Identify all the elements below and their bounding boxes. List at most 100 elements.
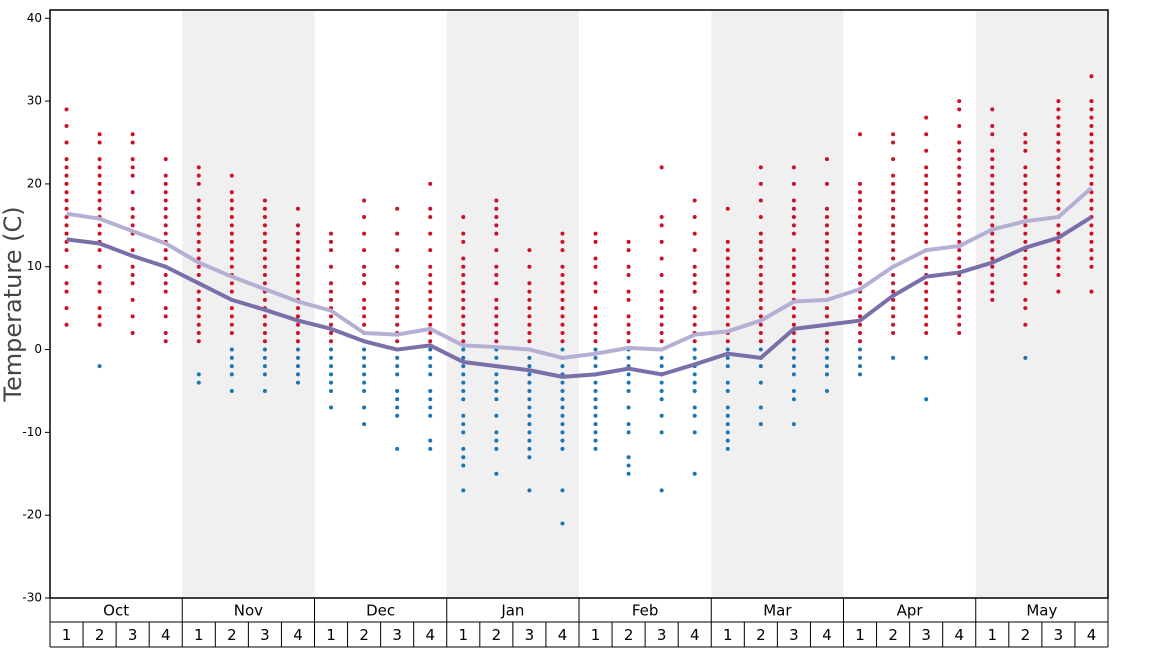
- temperature-dot: [229, 231, 234, 236]
- temperature-dot: [957, 330, 962, 335]
- temperature-dot: [924, 256, 929, 261]
- temperature-dot: [758, 364, 763, 369]
- temperature-dot: [1089, 206, 1094, 211]
- temperature-dot: [461, 446, 466, 451]
- temperature-dot: [560, 521, 565, 526]
- temperature-dot: [130, 157, 135, 162]
- temperature-dot: [824, 388, 829, 393]
- temperature-dot: [824, 281, 829, 286]
- temperature-dot: [858, 297, 863, 302]
- temperature-dot: [461, 297, 466, 302]
- temperature-dot: [1023, 223, 1028, 228]
- temperature-dot: [494, 339, 499, 344]
- temperature-dot: [957, 215, 962, 220]
- temperature-dot: [494, 273, 499, 278]
- temperature-dot: [97, 322, 102, 327]
- temperature-dot: [725, 239, 730, 244]
- temperature-dot: [262, 347, 267, 352]
- week-label: 4: [558, 626, 568, 644]
- temperature-dot: [560, 330, 565, 335]
- month-label: Oct: [103, 602, 129, 620]
- temperature-dot: [163, 173, 168, 178]
- temperature-dot: [659, 364, 664, 369]
- temperature-dot: [891, 181, 896, 186]
- temperature-dot: [957, 198, 962, 203]
- temperature-dot: [659, 488, 664, 493]
- temperature-dot: [560, 239, 565, 244]
- temperature-dot: [229, 248, 234, 253]
- week-label: 1: [326, 626, 336, 644]
- temperature-dot: [527, 438, 532, 443]
- temperature-dot: [560, 364, 565, 369]
- temperature-dot: [1056, 190, 1061, 195]
- temperature-dot: [527, 306, 532, 311]
- week-label: 1: [855, 626, 865, 644]
- week-label: 4: [161, 626, 171, 644]
- temperature-dot: [395, 248, 400, 253]
- y-tick-label: 10: [27, 259, 42, 273]
- temperature-dot: [1056, 107, 1061, 112]
- temperature-dot: [626, 248, 631, 253]
- temperature-dot: [196, 297, 201, 302]
- temperature-dot: [957, 256, 962, 261]
- temperature-dot: [97, 132, 102, 137]
- temperature-dot: [791, 314, 796, 319]
- temperature-dot: [1056, 140, 1061, 145]
- temperature-dot: [163, 181, 168, 186]
- temperature-dot: [527, 430, 532, 435]
- week-label: 4: [293, 626, 303, 644]
- temperature-dot: [229, 264, 234, 269]
- temperature-dot: [362, 405, 367, 410]
- temperature-dot: [791, 422, 796, 427]
- temperature-dot: [494, 446, 499, 451]
- temperature-dot: [329, 372, 334, 377]
- temperature-dot: [295, 223, 300, 228]
- temperature-dot: [924, 306, 929, 311]
- temperature-dot: [461, 256, 466, 261]
- temperature-dot: [494, 306, 499, 311]
- week-label: 2: [95, 626, 105, 644]
- month-label: Nov: [234, 602, 263, 620]
- temperature-dot: [924, 181, 929, 186]
- temperature-dot: [494, 215, 499, 220]
- temperature-dot: [1089, 165, 1094, 170]
- temperature-dot: [262, 364, 267, 369]
- temperature-dot: [659, 165, 664, 170]
- temperature-dot: [626, 463, 631, 468]
- temperature-dot: [295, 248, 300, 253]
- temperature-dot: [593, 264, 598, 269]
- temperature-dot: [990, 173, 995, 178]
- temperature-dot: [593, 330, 598, 335]
- temperature-dot: [428, 273, 433, 278]
- temperature-dot: [659, 355, 664, 360]
- temperature-dot: [791, 397, 796, 402]
- temperature-dot: [692, 289, 697, 294]
- temperature-dot: [329, 339, 334, 344]
- temperature-dot: [593, 256, 598, 261]
- temperature-dot: [593, 380, 598, 385]
- temperature-dot: [196, 223, 201, 228]
- temperature-dot: [461, 322, 466, 327]
- temperature-dot: [824, 157, 829, 162]
- temperature-dot: [758, 248, 763, 253]
- temperature-dot: [97, 231, 102, 236]
- temperature-dot: [64, 231, 69, 236]
- temperature-dot: [295, 231, 300, 236]
- week-label: 3: [392, 626, 402, 644]
- temperature-dot: [461, 330, 466, 335]
- temperature-dot: [163, 248, 168, 253]
- temperature-dot: [692, 339, 697, 344]
- temperature-dot: [461, 413, 466, 418]
- temperature-dot: [957, 231, 962, 236]
- temperature-dot: [824, 256, 829, 261]
- week-label: 3: [921, 626, 931, 644]
- temperature-dot: [395, 281, 400, 286]
- temperature-dot: [64, 289, 69, 294]
- temperature-dot: [858, 215, 863, 220]
- temperature-dot: [593, 413, 598, 418]
- month-shade: [446, 10, 579, 598]
- temperature-dot: [891, 206, 896, 211]
- temperature-dot: [791, 181, 796, 186]
- temperature-dot: [891, 273, 896, 278]
- temperature-dot: [1056, 256, 1061, 261]
